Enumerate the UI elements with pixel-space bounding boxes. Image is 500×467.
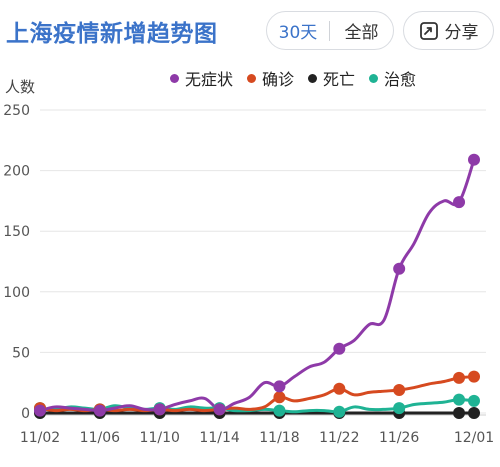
legend-label-confirmed: 确诊 (262, 70, 295, 89)
series-point-1 (333, 382, 346, 395)
x-tick-label: 11/10 (140, 430, 180, 446)
share-icon (419, 21, 438, 40)
series-point-1 (273, 391, 286, 404)
x-tick-label: 11/14 (199, 430, 239, 446)
series-point-3 (453, 393, 466, 406)
x-tick-label: 11/18 (259, 430, 299, 446)
series-point-0 (453, 196, 466, 209)
series-line-0 (38, 158, 476, 413)
share-label: 分享 (444, 23, 479, 43)
page-title: 上海疫情新增趋势图 (6, 21, 218, 47)
series-point-0 (153, 403, 166, 416)
series-point-0 (273, 380, 286, 393)
range-30-days-button[interactable]: 30天 (278, 23, 318, 43)
x-tick-label: 11/02 (20, 430, 60, 446)
x-tick-label: 11/22 (319, 430, 359, 446)
x-tick-label: 11/26 (379, 430, 419, 446)
y-axis-label: 人数 (5, 78, 36, 96)
range-toggle: 30天 全部 (266, 11, 394, 50)
x-tick-label: 11/06 (80, 430, 120, 446)
legend-dot-death (308, 73, 318, 83)
legend-dot-confirmed (247, 73, 257, 83)
chart-legend: 无症状 确诊 死亡 治愈 (170, 66, 430, 90)
y-tick-label: 250 (3, 103, 30, 119)
legend-item-confirmed[interactable]: 确诊 (247, 66, 294, 90)
legend-item-death[interactable]: 死亡 (308, 66, 355, 90)
series-point-1 (393, 383, 406, 396)
share-button[interactable]: 分享 (403, 11, 494, 50)
series-point-2 (453, 407, 466, 419)
y-tick-label: 150 (3, 224, 30, 240)
legend-label-recovered: 治愈 (384, 70, 417, 89)
series-point-3 (273, 404, 286, 417)
legend-item-asymptomatic[interactable]: 无症状 (170, 66, 233, 90)
series-point-0 (34, 404, 46, 417)
legend-dot-recovered (369, 73, 379, 83)
series-point-0 (93, 404, 106, 417)
y-tick-label: 100 (3, 285, 30, 301)
series-point-1 (453, 371, 466, 384)
series-point-0 (333, 342, 346, 355)
series-point-3 (468, 394, 480, 407)
y-tick-label: 0 (21, 406, 30, 422)
series-point-3 (333, 405, 346, 418)
series-point-0 (393, 262, 406, 275)
series-point-3 (393, 402, 406, 415)
series-point-0 (468, 153, 480, 166)
legend-label-asymptomatic: 无症状 (185, 70, 234, 89)
x-tick-label: 12/01 (454, 430, 494, 446)
series-point-2 (468, 407, 480, 419)
legend-item-recovered[interactable]: 治愈 (369, 66, 416, 90)
legend-label-death: 死亡 (323, 70, 356, 89)
series-point-1 (468, 370, 480, 383)
y-tick-label: 200 (3, 164, 30, 180)
range-divider (329, 20, 330, 41)
series-point-0 (213, 403, 226, 416)
y-tick-label: 50 (12, 345, 30, 361)
legend-dot-asymptomatic (170, 73, 179, 83)
range-all-button[interactable]: 全部 (344, 23, 379, 43)
